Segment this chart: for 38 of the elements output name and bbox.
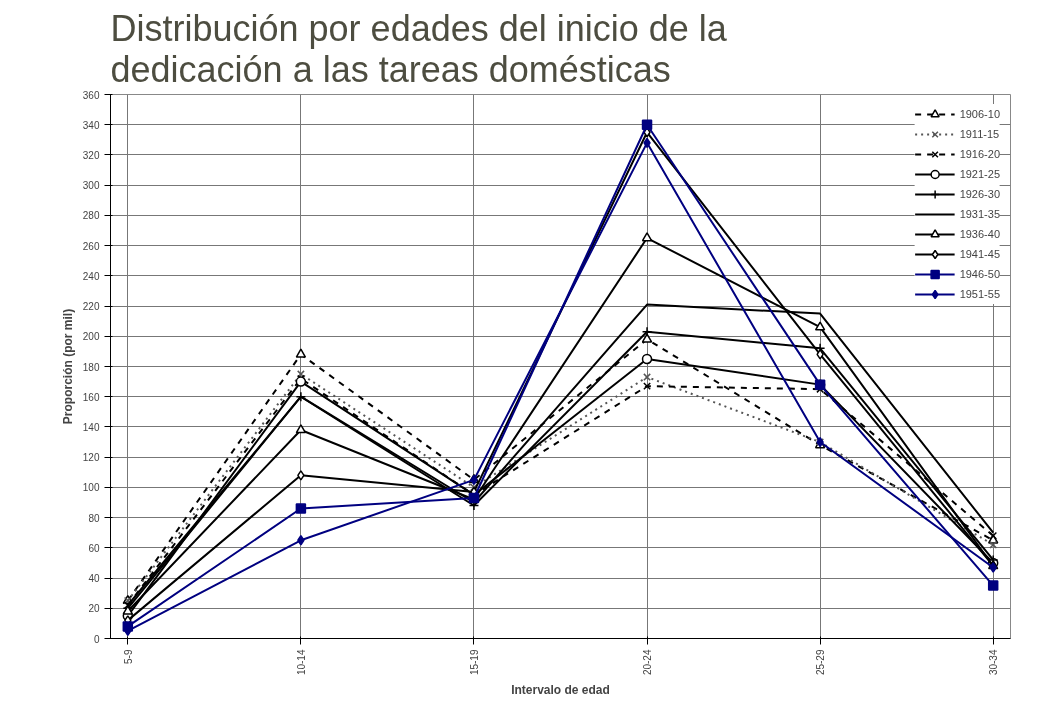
y-tick-label: 160 [82,391,100,403]
x-tick-label: 20-24 [642,649,654,676]
y-tick-label: 320 [82,149,100,161]
y-tick-label: 80 [88,512,100,524]
x-tick-label: 30-34 [988,649,1000,676]
y-tick-label: 220 [82,301,100,313]
legend-label: 1916-20 [959,148,1000,160]
y-tick-label: 120 [82,452,100,464]
y-tick-label: 0 [93,633,100,645]
y-tick-label: 40 [88,573,100,585]
y-tick-label: 260 [82,240,100,252]
y-tick-label: 240 [82,270,100,282]
legend-label: 1926-30 [959,188,1000,200]
y-tick-label: 60 [88,542,100,554]
y-tick-label: 300 [82,180,100,192]
y-tick-label: 280 [82,210,100,222]
legend-label: 1911-15 [959,128,1000,140]
legend-label: 1906-10 [959,108,1000,120]
y-tick-label: 140 [82,421,100,433]
legend-label: 1946-50 [959,268,1000,280]
y-tick-label: 360 [82,89,100,101]
y-tick-label: 100 [82,482,100,494]
y-tick-label: 200 [82,331,100,343]
legend-label: 1921-25 [959,168,1000,180]
y-axis-title: Proporción (por mil) [60,308,75,425]
y-tick-label: 340 [82,119,100,131]
x-tick-label: 15-19 [468,649,480,676]
x-tick-label: 5-9 [122,649,134,664]
x-tick-label: 25-29 [815,649,827,676]
legend-label: 1941-45 [959,248,1000,260]
legend-label: 1936-40 [959,228,1000,240]
legend-label: 1931-35 [959,208,1000,220]
y-tick-label: 20 [88,603,100,615]
x-tick-label: 10-14 [295,649,307,676]
chart-title: Distribución por edades del inicio de la dedicación a las tareas domésticas [110,7,728,90]
y-tick-label: 180 [82,361,100,373]
x-axis-title: Intervalo de edad [511,683,610,698]
legend-label: 1951-55 [959,288,1000,300]
